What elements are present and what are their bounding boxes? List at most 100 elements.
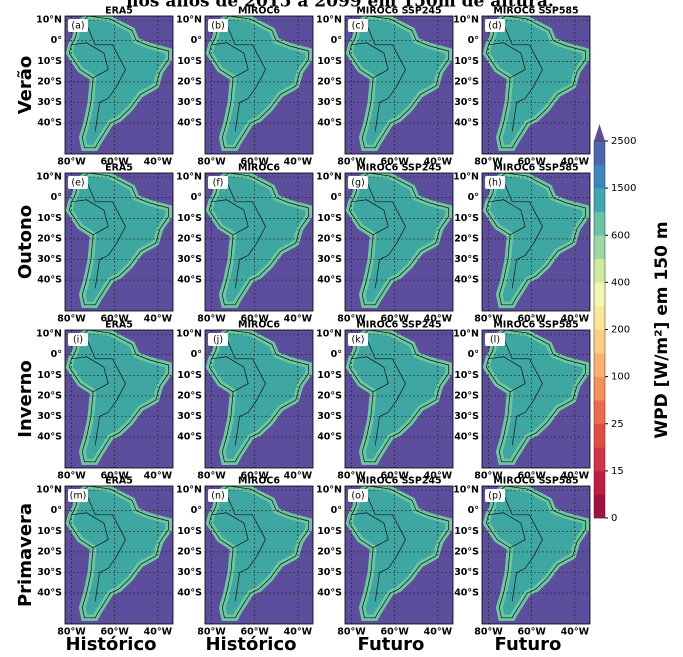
map-frame — [64, 329, 174, 469]
tag-box — [485, 489, 505, 502]
tag-box — [208, 176, 228, 189]
lat-label: 0° — [468, 35, 479, 46]
colorbar-band — [594, 494, 605, 519]
lat-label: 10°N — [316, 15, 342, 26]
lon-label: 80°W — [57, 314, 86, 325]
lon-label: 40°W — [424, 314, 453, 325]
lon-label: 80°W — [197, 471, 226, 482]
map-frame — [481, 485, 591, 625]
column-footer: Futuro — [495, 634, 562, 655]
lat-label: 40°S — [454, 588, 479, 599]
tag-box — [348, 19, 368, 32]
colorbar-band — [594, 447, 605, 472]
lat-label: 10°S — [317, 56, 342, 67]
lat-label: 10°N — [453, 329, 479, 340]
lat-label: 40°S — [177, 275, 202, 286]
colorbar-band — [594, 353, 605, 377]
tag-box — [348, 176, 368, 189]
lat-label: 20°S — [37, 233, 62, 244]
colorbar-tick-label: 0 — [611, 513, 617, 524]
tag-box — [68, 489, 88, 502]
lon-label: 40°W — [284, 471, 313, 482]
panel-tag: (k) — [352, 335, 365, 346]
panel-title: MIROC6 SSP585 — [493, 320, 578, 331]
colorbar-band — [594, 376, 605, 401]
lat-label: 10°N — [316, 172, 342, 183]
lat-label: 10°S — [177, 213, 202, 224]
colorbar-band — [594, 329, 605, 354]
panel-title: ERA5 — [105, 6, 133, 17]
lon-label: 60°W — [517, 314, 546, 325]
lat-label: 0° — [51, 505, 62, 516]
lat-label: 10°N — [36, 15, 62, 26]
panel-title: MIROC6 — [238, 163, 280, 174]
map — [65, 330, 173, 468]
panel-title: MIROC6 SSP245 — [356, 320, 441, 331]
lat-label: 40°S — [317, 275, 342, 286]
map — [345, 330, 453, 468]
lat-label: 10°S — [454, 526, 479, 537]
panel-title: MIROC6 SSP245 — [356, 163, 441, 174]
lat-label: 10°N — [36, 172, 62, 183]
panel-title: MIROC6 SSP585 — [493, 476, 578, 487]
lon-label: 40°W — [284, 314, 313, 325]
lat-label: 40°S — [317, 432, 342, 443]
lat-label: 20°S — [37, 390, 62, 401]
lon-label: 80°W — [57, 627, 86, 638]
lon-label: 80°W — [57, 471, 86, 482]
colorbar-band — [594, 258, 605, 283]
lat-label: 0° — [331, 192, 342, 203]
lon-label: 40°W — [284, 627, 313, 638]
map — [345, 486, 453, 624]
lat-label: 20°S — [317, 76, 342, 87]
lat-label: 10°N — [453, 172, 479, 183]
lon-label: 80°W — [337, 314, 366, 325]
colorbar-band — [594, 305, 605, 330]
map — [65, 486, 173, 624]
lat-label: 0° — [468, 192, 479, 203]
colorbar-tick-label: 200 — [611, 325, 630, 336]
panel-title: ERA5 — [105, 320, 133, 331]
colorbar-band — [594, 188, 605, 212]
lon-label: 40°W — [424, 627, 453, 638]
lat-label: 30°S — [317, 254, 342, 265]
lat-label: 40°S — [37, 432, 62, 443]
tag-box — [68, 333, 88, 346]
panel-tag: (l) — [490, 335, 500, 346]
colorbar-tick-label: 25 — [611, 419, 624, 430]
lat-label: 10°S — [177, 526, 202, 537]
map-frame — [204, 485, 314, 625]
tag-box — [208, 333, 228, 346]
map-frame — [344, 15, 454, 155]
lat-label: 20°S — [37, 546, 62, 557]
lat-label: 10°S — [37, 526, 62, 537]
colorbar-tick-label: 400 — [611, 277, 630, 288]
lon-label: 80°W — [57, 157, 86, 168]
lat-label: 0° — [468, 505, 479, 516]
lat-label: 40°S — [454, 275, 479, 286]
panel-title: MIROC6 — [238, 6, 280, 17]
map — [345, 16, 453, 154]
map-frame — [204, 172, 314, 312]
lon-label: 60°W — [240, 314, 269, 325]
map — [482, 16, 590, 154]
lon-label: 60°W — [380, 471, 409, 482]
lon-label: 40°W — [561, 627, 590, 638]
lon-label: 60°W — [380, 627, 409, 638]
lat-label: 20°S — [454, 546, 479, 557]
lat-label: 30°S — [177, 97, 202, 108]
panel-title: MIROC6 SSP585 — [493, 6, 578, 17]
column-footer: Histórico — [205, 634, 296, 655]
map — [65, 173, 173, 311]
lat-label: 10°N — [453, 485, 479, 496]
lat-label: 30°S — [454, 97, 479, 108]
row-label: Inverno — [15, 360, 36, 438]
colorbar-band — [594, 235, 605, 260]
lon-label: 40°W — [144, 314, 173, 325]
lat-label: 10°N — [316, 329, 342, 340]
caption: nos anos de 2015 a 2099 em 150m de altur… — [126, 0, 554, 12]
colorbar-tick-label: 600 — [611, 230, 630, 241]
tag-box — [485, 19, 505, 32]
colorbar-extend — [594, 124, 605, 141]
lat-label: 10°N — [176, 485, 202, 496]
